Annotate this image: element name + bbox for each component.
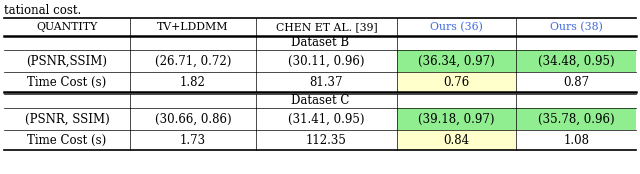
Text: (39.18, 0.97): (39.18, 0.97)	[419, 113, 495, 125]
Bar	[516, 108, 636, 130]
Text: 0.84: 0.84	[444, 133, 470, 147]
Text: (35.78, 0.96): (35.78, 0.96)	[538, 113, 614, 125]
Text: 1.73: 1.73	[180, 133, 206, 147]
Text: 112.35: 112.35	[306, 133, 347, 147]
Text: 0.87: 0.87	[563, 76, 589, 89]
Text: TV+LDDMM: TV+LDDMM	[157, 22, 228, 32]
Bar	[397, 50, 516, 72]
Text: (30.11, 0.96): (30.11, 0.96)	[288, 54, 365, 68]
Text: (30.66, 0.86): (30.66, 0.86)	[155, 113, 231, 125]
Text: CHEN ET AL. [39]: CHEN ET AL. [39]	[276, 22, 377, 32]
Bar	[397, 108, 516, 130]
Text: (26.71, 0.72): (26.71, 0.72)	[155, 54, 231, 68]
Text: Dataset C: Dataset C	[291, 94, 349, 108]
Bar	[397, 72, 516, 92]
Bar	[397, 130, 516, 150]
Text: (34.48, 0.95): (34.48, 0.95)	[538, 54, 614, 68]
Text: (PSNR, SSIM): (PSNR, SSIM)	[24, 113, 109, 125]
Text: (36.34, 0.97): (36.34, 0.97)	[419, 54, 495, 68]
Text: Time Cost (s): Time Cost (s)	[28, 133, 107, 147]
Text: QUANTITY: QUANTITY	[36, 22, 98, 32]
Text: (PSNR,SSIM): (PSNR,SSIM)	[26, 54, 108, 68]
Text: Ours (38): Ours (38)	[550, 22, 603, 32]
Text: Ours (36): Ours (36)	[430, 22, 483, 32]
Text: 0.76: 0.76	[444, 76, 470, 89]
Text: tational cost.: tational cost.	[4, 5, 81, 18]
Text: 81.37: 81.37	[310, 76, 343, 89]
Text: Time Cost (s): Time Cost (s)	[28, 76, 107, 89]
Text: 1.08: 1.08	[563, 133, 589, 147]
Bar	[516, 50, 636, 72]
Text: Dataset B: Dataset B	[291, 37, 349, 49]
Text: (31.41, 0.95): (31.41, 0.95)	[288, 113, 365, 125]
Text: 1.82: 1.82	[180, 76, 206, 89]
